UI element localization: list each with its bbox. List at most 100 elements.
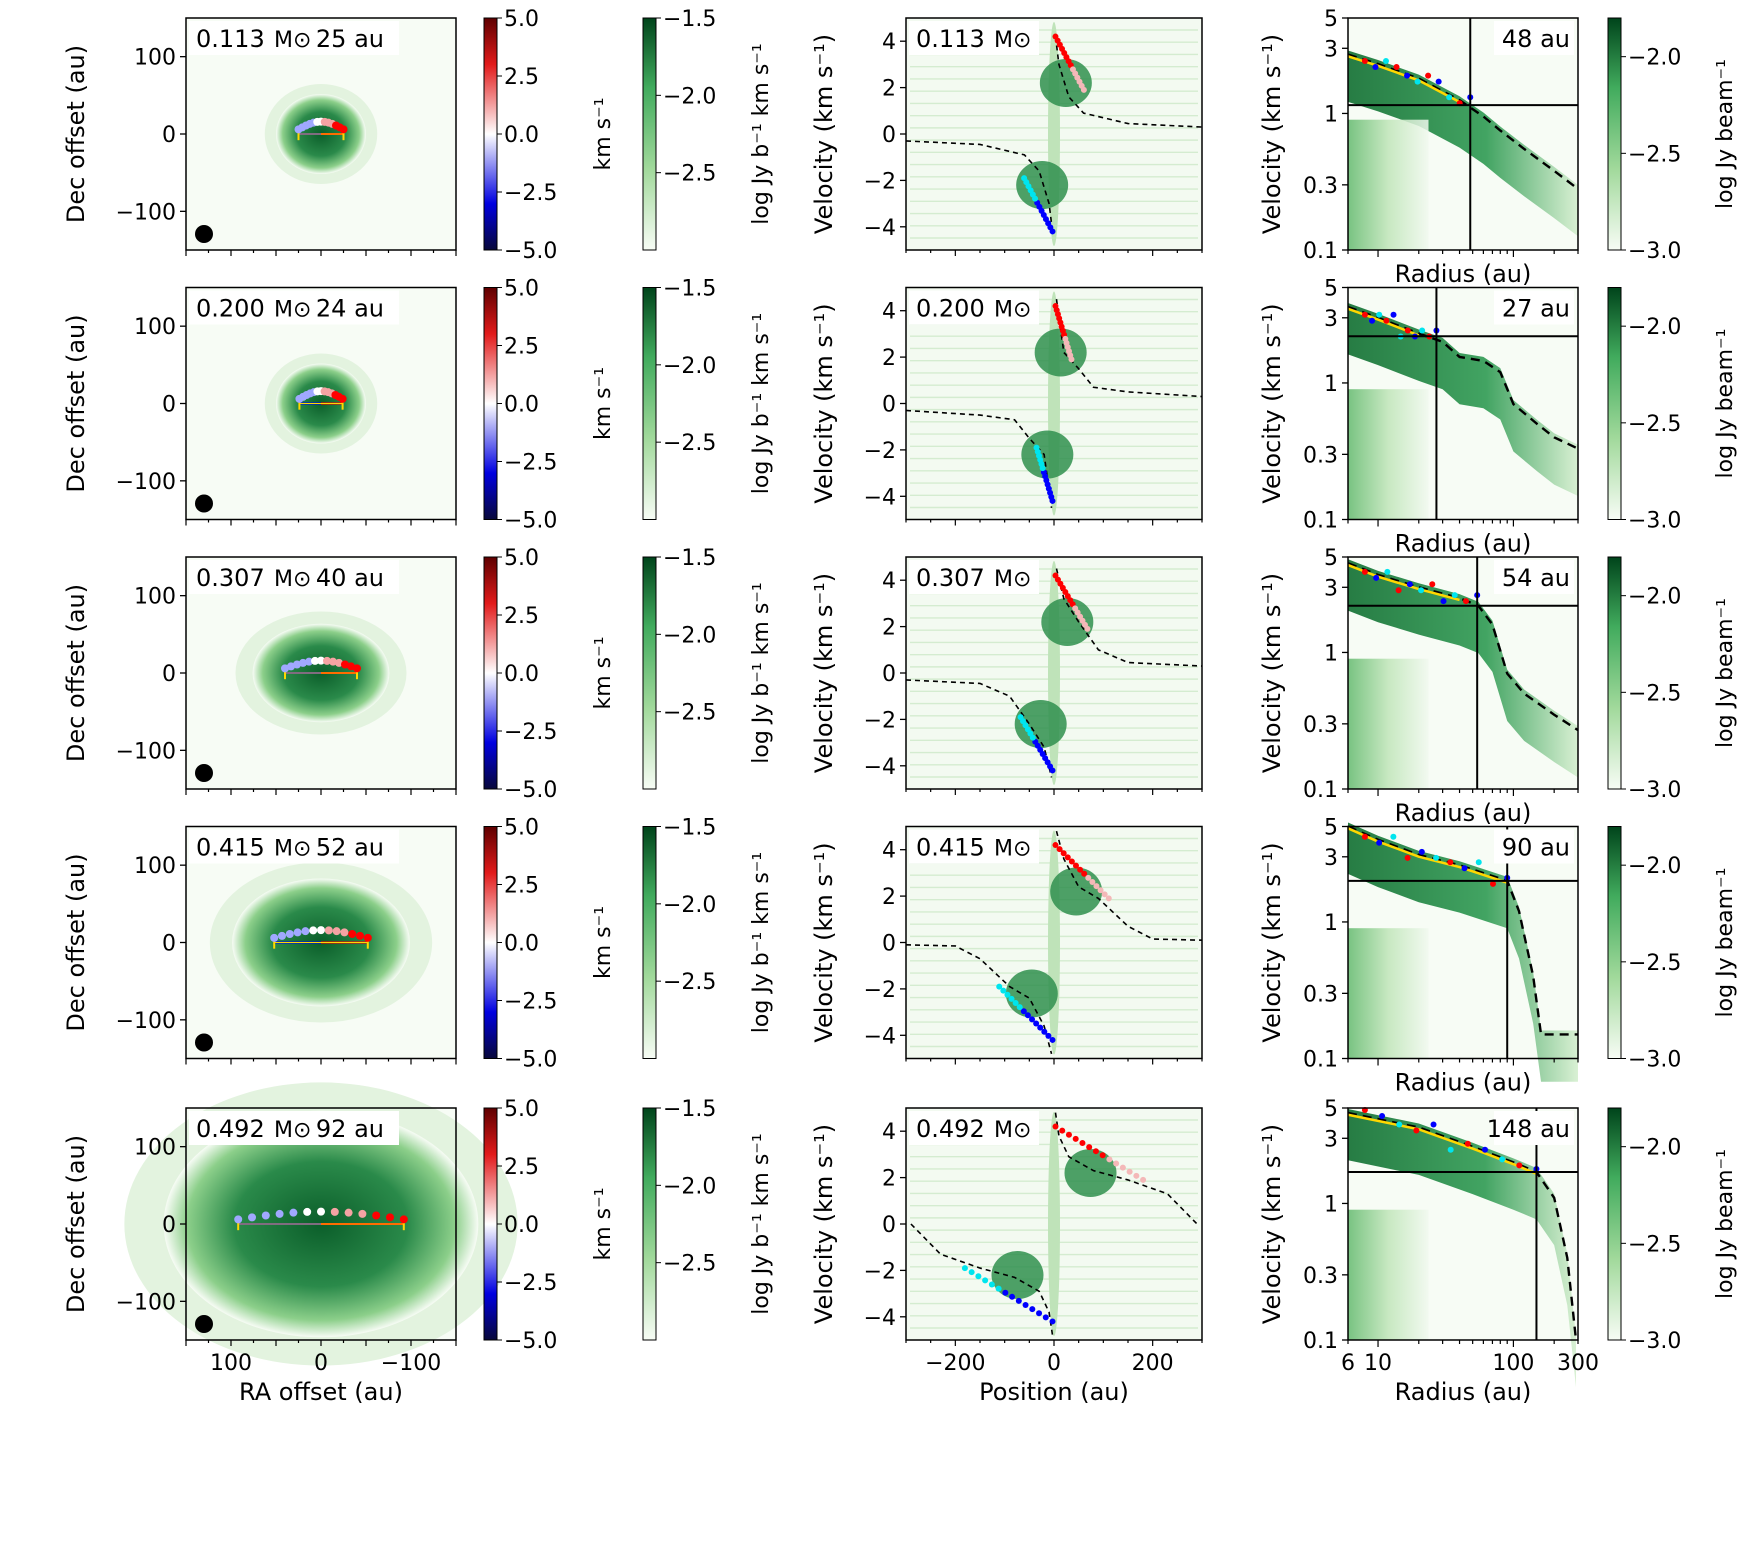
radius-data-point [1404,72,1411,79]
velocity-colorbar: 5.0 2.5 0.0 −2.5 −5.0 km s⁻¹ [483,816,616,1073]
y-tick-label: 4 [882,300,896,325]
pv-model-curve [905,679,1053,778]
colorbar-label: km s⁻¹ [591,367,616,440]
colorbar-tick-label: −5.0 [504,1329,557,1354]
label-box [189,290,399,325]
velocity-point [299,658,307,667]
velocity-point [348,929,357,938]
velocity-point [324,926,333,935]
mass-unit: M⊙ [994,1118,1031,1143]
moment-map-panel: 0.492 M⊙ 92 au 100 0 −100 100 0 −100 Dec offset (… [62,1082,518,1406]
pv-diagram-panel: 0.492 M⊙ 4 2 0 −2 −4 −200 0 200 Velocity (km s⁻¹) P… [810,1107,1203,1406]
velocity-point [287,662,295,671]
low-velocity-emission [1348,119,1429,251]
radius-colorbar-fill [1607,826,1622,1059]
velocity-point [275,1209,284,1218]
pv-blue-point [1029,1016,1036,1023]
disk-size-label: 25 au [316,25,384,53]
radius-data-point [1414,78,1421,85]
y-tick-label: 0.1 [1303,509,1338,534]
colorbar-tick-label: −1.5 [663,7,716,32]
y-axis-label: Velocity (km s⁻¹) [1258,1124,1286,1324]
colorbar-tick-label: −1.5 [663,277,716,302]
colorbar-tick-label: 5.0 [504,1097,539,1122]
colorbar-tick-label: 2.5 [504,874,539,899]
pv-red-point [1056,846,1063,853]
colorbar-tick-label: 0.0 [504,662,539,687]
colorbar-label: km s⁻¹ [591,636,616,709]
y-axis-label: Dec offset (au) [62,314,90,492]
mass-unit: M⊙ [994,837,1031,862]
pv-red-point [1092,1148,1099,1155]
radius-model-curve [1347,1111,1578,1341]
colorbar-tick-label: −1.5 [663,546,716,571]
colorbar-tick-label: −3.0 [1628,1048,1681,1073]
blue-lobe-emission [1021,430,1074,479]
colorbar-label: log Jy b⁻¹ km s⁻¹ [749,582,774,763]
pv-red-point [1080,86,1087,93]
label-box [189,560,399,594]
velocity-point [335,658,343,667]
central-emission [1048,561,1060,785]
y-tick-label: 5 [1324,277,1338,302]
x-axis-label: RA offset (au) [239,1378,403,1406]
velocity-point [301,927,310,936]
pv-blue-point [1045,1032,1052,1039]
pv-red-point [1068,858,1075,865]
mass-label: 0.113 [196,25,265,53]
y-tick-label: −100 [116,1009,176,1034]
pv-diagram-panel: 0.113 M⊙ 4 2 0 −2 −4 Velocity (km s⁻¹) [810,17,1203,256]
colorbar-tick-label: −5.0 [504,778,557,803]
radius-label: 27 au [1502,295,1570,323]
y-tick-label: 5 [1324,7,1338,32]
colorbar-tick-label: −2.5 [504,990,557,1015]
pv-blue-point [1004,991,1011,998]
pv-red-point [1086,1144,1093,1151]
pv-model-curve [905,944,1053,1055]
colorbar-label: log Jy beam⁻¹ [1713,329,1738,479]
radius-data-point [1429,581,1436,588]
radius-data-point [1446,94,1453,101]
mass-unit: M⊙ [274,1118,311,1143]
y-tick-label: −2 [864,439,896,464]
colorbar-tick-label: −2.0 [663,84,716,109]
y-tick-label: 1 [1324,102,1338,127]
velocity-point [261,1211,270,1220]
disk-size-label: 24 au [316,295,384,323]
pv-model-curve [905,409,1053,509]
pv-blue-point [1015,1297,1022,1304]
label-box [1494,829,1574,864]
pv-blue-point [1017,714,1024,721]
pv-red-point [1101,891,1108,898]
velocity-point [356,931,364,940]
pv-red-point [1052,842,1059,849]
y-axis-label: Velocity (km s⁻¹) [1258,573,1286,773]
y-tick-label: 0 [162,662,176,687]
y-tick-label: 100 [134,46,176,71]
moment0-colorbar-fill [642,287,657,520]
central-emission [1048,830,1060,1055]
radius-colorbar: −2.0 −2.5 −3.0 log Jy beam⁻¹ [1607,556,1738,803]
pv-blue-point [996,983,1003,990]
x-axis-label: Radius (au) [1395,260,1532,288]
colorbar-tick-label: −2.5 [504,1271,557,1296]
radius-data-point [1393,64,1400,71]
label-box [189,21,399,55]
velocity-point [358,1209,367,1218]
y-tick-label: 0 [162,1213,176,1238]
radius-data-point [1451,592,1458,599]
radius-data-point [1361,311,1368,318]
y-tick-label: 0.3 [1303,982,1338,1007]
red-lobe-emission [1064,1148,1117,1197]
x-tick-label: 100 [1492,1351,1534,1376]
pv-red-point [1099,1152,1106,1159]
radius-data-point [1372,64,1379,71]
beam-ellipse [195,494,213,513]
pv-red-point [1105,895,1112,902]
y-tick-label: 1 [1324,1192,1338,1217]
radius-data-point [1447,1146,1454,1153]
colorbar-label: km s⁻¹ [591,1187,616,1260]
pv-red-point [1065,1131,1072,1138]
x-axis-label: Radius (au) [1395,1069,1532,1097]
